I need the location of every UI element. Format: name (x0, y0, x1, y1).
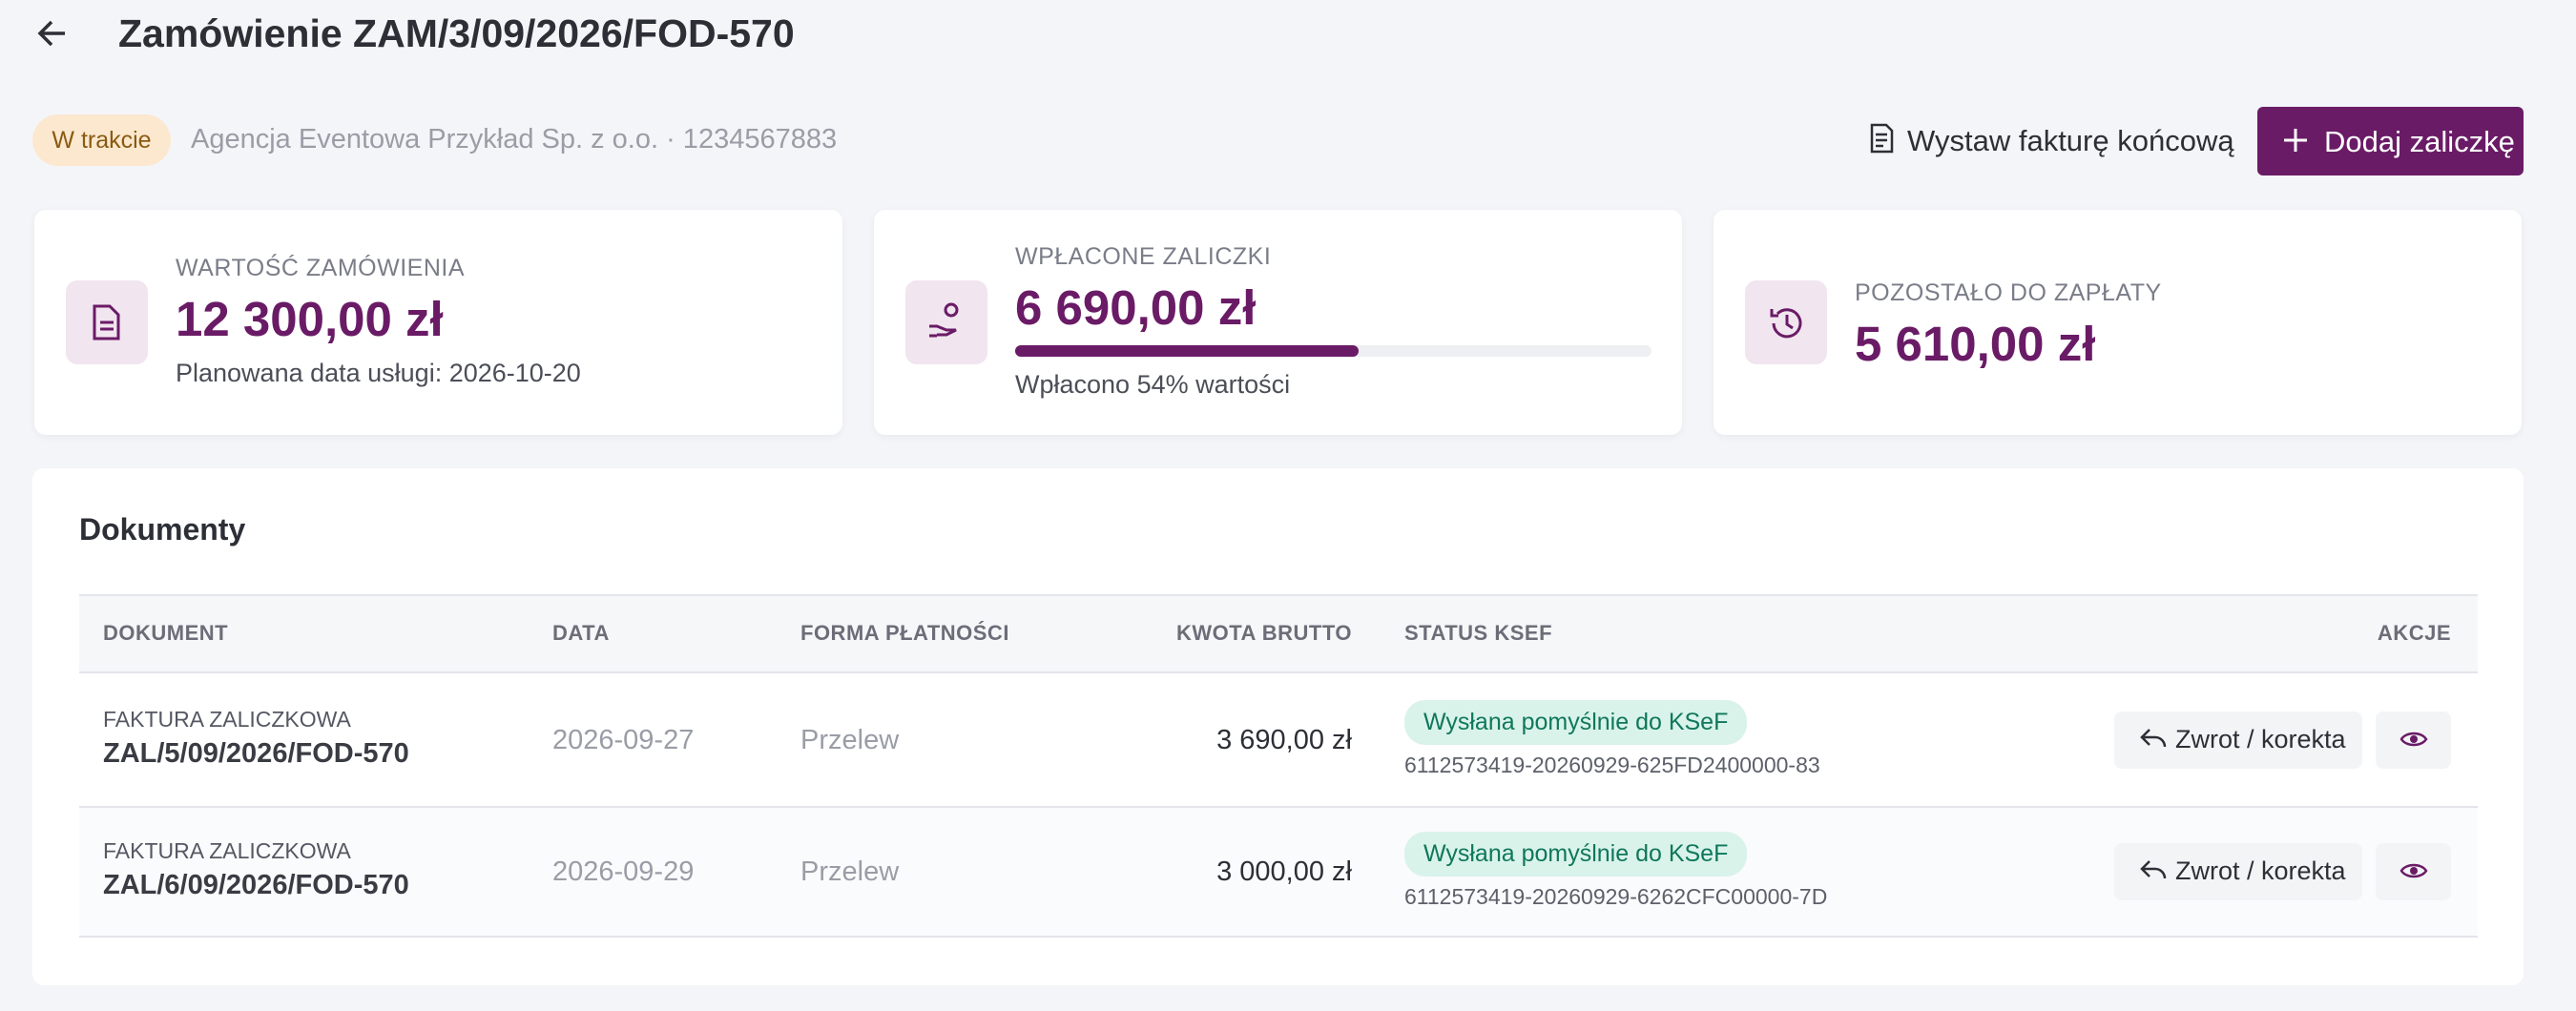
card: WPŁACONE ZALICZKI 6 690,00 zł Wpłacono 5… (874, 210, 1682, 435)
add-advance-label: Dodaj zaliczkę (2324, 125, 2515, 158)
document-date: 2026-09-27 (552, 725, 695, 755)
column-header: FORMA PŁATNOŚCI (800, 621, 1009, 645)
card: POZOSTAŁO DO ZAPŁATY 5 610,00 zł (1714, 210, 2522, 435)
column-header: AKCJE (2377, 621, 2451, 645)
eye-icon (2399, 863, 2428, 878)
column-header: STATUS KSEF (1404, 621, 1553, 645)
column-header: DATA (552, 621, 610, 645)
card-value: 6 690,00 zł (1015, 280, 1257, 335)
reply-icon (2140, 860, 2167, 879)
icon-box (905, 280, 987, 364)
status-badge: W trakcie (32, 114, 171, 166)
ksef-status: Wysłana pomyślnie do KSeF (1404, 832, 1748, 877)
card-note: Planowana data usługi: 2026-10-20 (176, 359, 581, 387)
ksef-id: 6112573419-20260929-6262CFC00000-7D (1404, 884, 1828, 909)
refund-label: Zwrot / korekta (2175, 725, 2346, 753)
document-type: FAKTURA ZALICZKOWA (103, 838, 351, 863)
document-number: ZAL/6/09/2026/FOD-570 (103, 870, 409, 900)
icon-box (1745, 280, 1827, 364)
eye-icon (2399, 732, 2428, 747)
invoice-icon (1870, 123, 1894, 154)
doc-icon (93, 304, 120, 340)
progress-track (1015, 345, 1652, 357)
plus-icon (2284, 129, 2307, 152)
column-header: KWOTA BRUTTO (1175, 621, 1352, 645)
back-button[interactable] (36, 17, 69, 50)
column-header: DOKUMENT (103, 621, 229, 645)
section-title: Dokumenty (79, 512, 246, 547)
card-note: Wpłacono 54% wartości (1015, 370, 1291, 399)
refund-label: Zwrot / korekta (2175, 856, 2346, 885)
card-label: WPŁACONE ZALICZKI (1015, 243, 1272, 270)
refund-button[interactable]: Zwrot / korekta (2114, 843, 2362, 900)
view-button[interactable] (2376, 712, 2451, 769)
document-type: FAKTURA ZALICZKOWA (103, 707, 351, 732)
view-button[interactable] (2376, 843, 2451, 900)
reply-icon (2140, 729, 2167, 748)
card: WARTOŚĆ ZAMÓWIENIA 12 300,00 zł Planowan… (34, 210, 842, 435)
add-advance-button[interactable]: Dodaj zaliczkę (2257, 107, 2524, 175)
card-label: WARTOŚĆ ZAMÓWIENIA (176, 255, 465, 281)
refund-button[interactable]: Zwrot / korekta (2114, 712, 2362, 769)
payment-method: Przelew (800, 725, 900, 755)
table-row-bg (79, 806, 2478, 938)
amount: 3 690,00 zł (1216, 725, 1352, 755)
page-title: Zamówienie ZAM/3/09/2026/FOD-570 (118, 11, 795, 55)
final-invoice-button[interactable]: Wystaw fakturę końcową (1907, 124, 2234, 157)
hand-coin-icon (929, 302, 959, 338)
ksef-id: 6112573419-20260929-625FD2400000-83 (1404, 753, 1820, 777)
document-date: 2026-09-29 (552, 856, 695, 887)
card-value: 5 610,00 zł (1855, 317, 2096, 371)
table-header (79, 594, 2478, 673)
payment-method: Przelew (800, 856, 900, 887)
icon-box (66, 280, 148, 364)
progress-bar (1015, 345, 1360, 357)
document-number: ZAL/5/09/2026/FOD-570 (103, 738, 409, 769)
history-icon (1770, 308, 1802, 339)
company: Agencja Eventowa Przykład Sp. z o.o. · 1… (191, 124, 838, 155)
ksef-status: Wysłana pomyślnie do KSeF (1404, 700, 1748, 745)
amount: 3 000,00 zł (1216, 856, 1352, 887)
card-label: POZOSTAŁO DO ZAPŁATY (1855, 279, 2162, 306)
card-value: 12 300,00 zł (176, 292, 444, 346)
